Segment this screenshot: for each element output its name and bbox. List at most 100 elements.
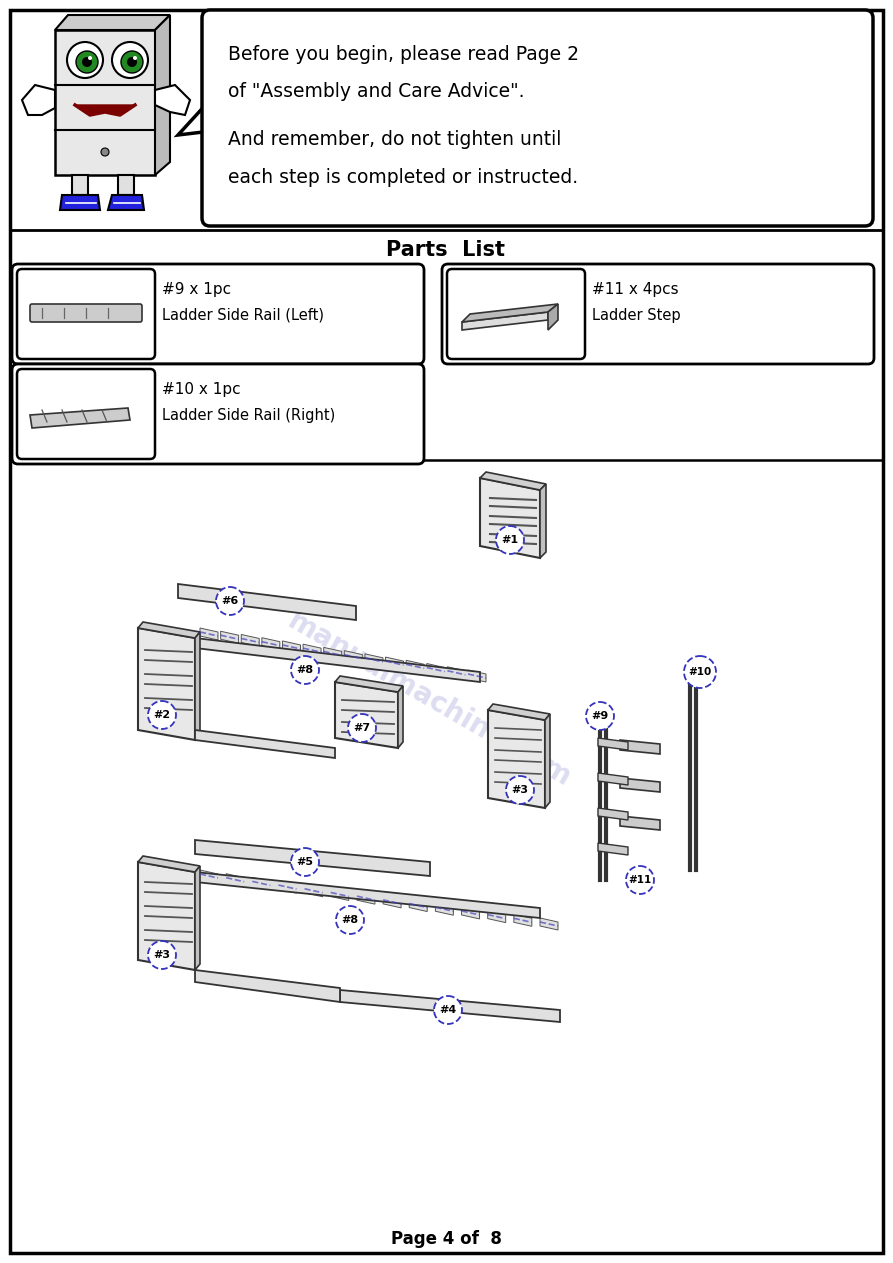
Polygon shape xyxy=(598,808,628,820)
Polygon shape xyxy=(226,874,244,885)
Circle shape xyxy=(148,941,176,969)
Circle shape xyxy=(101,148,109,157)
Polygon shape xyxy=(195,871,540,918)
Text: #10 x 1pc: #10 x 1pc xyxy=(162,381,240,397)
Polygon shape xyxy=(138,621,200,638)
Circle shape xyxy=(496,525,524,554)
Polygon shape xyxy=(138,628,195,740)
Circle shape xyxy=(434,997,462,1024)
Polygon shape xyxy=(195,840,430,877)
Polygon shape xyxy=(598,738,628,750)
Text: #8: #8 xyxy=(296,666,313,674)
Text: #3: #3 xyxy=(154,950,171,960)
Text: #2: #2 xyxy=(154,710,171,720)
Text: #9: #9 xyxy=(591,711,609,721)
Polygon shape xyxy=(195,866,200,970)
Polygon shape xyxy=(195,632,200,740)
Circle shape xyxy=(291,655,319,685)
Polygon shape xyxy=(262,638,280,649)
Circle shape xyxy=(684,655,716,688)
Polygon shape xyxy=(480,477,540,558)
Polygon shape xyxy=(279,882,296,893)
Polygon shape xyxy=(427,663,445,676)
Circle shape xyxy=(148,701,176,729)
Circle shape xyxy=(112,42,148,78)
Polygon shape xyxy=(620,740,660,754)
Text: #11 x 4pcs: #11 x 4pcs xyxy=(592,282,679,297)
Circle shape xyxy=(88,56,92,61)
FancyBboxPatch shape xyxy=(30,304,142,322)
Polygon shape xyxy=(55,15,170,30)
Circle shape xyxy=(121,51,143,73)
Circle shape xyxy=(336,906,364,935)
Polygon shape xyxy=(447,667,465,678)
Polygon shape xyxy=(253,878,271,889)
Circle shape xyxy=(626,866,654,894)
Polygon shape xyxy=(118,176,134,195)
Polygon shape xyxy=(330,888,349,901)
Polygon shape xyxy=(545,714,550,808)
Polygon shape xyxy=(221,632,238,643)
Polygon shape xyxy=(335,682,398,748)
FancyBboxPatch shape xyxy=(447,269,585,359)
Polygon shape xyxy=(365,654,383,666)
Circle shape xyxy=(133,56,137,61)
Polygon shape xyxy=(488,703,550,720)
Polygon shape xyxy=(436,903,454,916)
Circle shape xyxy=(291,847,319,877)
Polygon shape xyxy=(462,312,548,330)
Text: #1: #1 xyxy=(502,536,519,546)
Polygon shape xyxy=(155,85,190,115)
Circle shape xyxy=(586,702,614,730)
Polygon shape xyxy=(345,650,363,663)
Polygon shape xyxy=(540,484,546,558)
Polygon shape xyxy=(55,30,155,176)
Circle shape xyxy=(67,42,103,78)
Polygon shape xyxy=(480,472,546,490)
Text: #9 x 1pc: #9 x 1pc xyxy=(162,282,231,297)
Circle shape xyxy=(127,57,137,67)
Polygon shape xyxy=(303,644,321,657)
Polygon shape xyxy=(323,648,342,659)
FancyBboxPatch shape xyxy=(17,369,155,458)
Text: #10: #10 xyxy=(689,667,712,677)
Polygon shape xyxy=(195,970,340,1002)
Polygon shape xyxy=(386,657,404,669)
Text: #6: #6 xyxy=(221,596,238,606)
Polygon shape xyxy=(305,885,322,897)
FancyBboxPatch shape xyxy=(17,269,155,359)
Polygon shape xyxy=(340,990,560,1022)
Text: of "Assembly and Care Advice".: of "Assembly and Care Advice". xyxy=(228,82,524,101)
Polygon shape xyxy=(462,907,480,919)
Text: #8: #8 xyxy=(341,914,359,925)
Polygon shape xyxy=(108,195,144,210)
Polygon shape xyxy=(200,870,218,882)
Polygon shape xyxy=(178,100,220,135)
Text: Ladder Side Rail (Left): Ladder Side Rail (Left) xyxy=(162,308,324,323)
FancyBboxPatch shape xyxy=(12,264,424,364)
Polygon shape xyxy=(335,676,403,692)
Polygon shape xyxy=(468,669,486,682)
Polygon shape xyxy=(488,911,505,922)
Polygon shape xyxy=(22,85,55,115)
Polygon shape xyxy=(30,408,130,428)
Polygon shape xyxy=(72,176,88,195)
Circle shape xyxy=(216,587,244,615)
Text: #3: #3 xyxy=(512,786,529,794)
Polygon shape xyxy=(60,195,100,210)
Polygon shape xyxy=(398,686,403,748)
Polygon shape xyxy=(241,634,259,647)
Polygon shape xyxy=(383,895,401,908)
Polygon shape xyxy=(195,638,480,682)
Polygon shape xyxy=(540,918,558,930)
Text: Page 4 of  8: Page 4 of 8 xyxy=(390,1230,502,1248)
Text: manualmachine.com: manualmachine.com xyxy=(283,608,577,793)
Polygon shape xyxy=(513,914,532,926)
Polygon shape xyxy=(620,816,660,830)
Text: Before you begin, please read Page 2: Before you begin, please read Page 2 xyxy=(228,45,579,64)
Circle shape xyxy=(76,51,98,73)
Polygon shape xyxy=(406,661,424,672)
Polygon shape xyxy=(282,640,300,653)
Polygon shape xyxy=(598,842,628,855)
Polygon shape xyxy=(357,892,375,904)
